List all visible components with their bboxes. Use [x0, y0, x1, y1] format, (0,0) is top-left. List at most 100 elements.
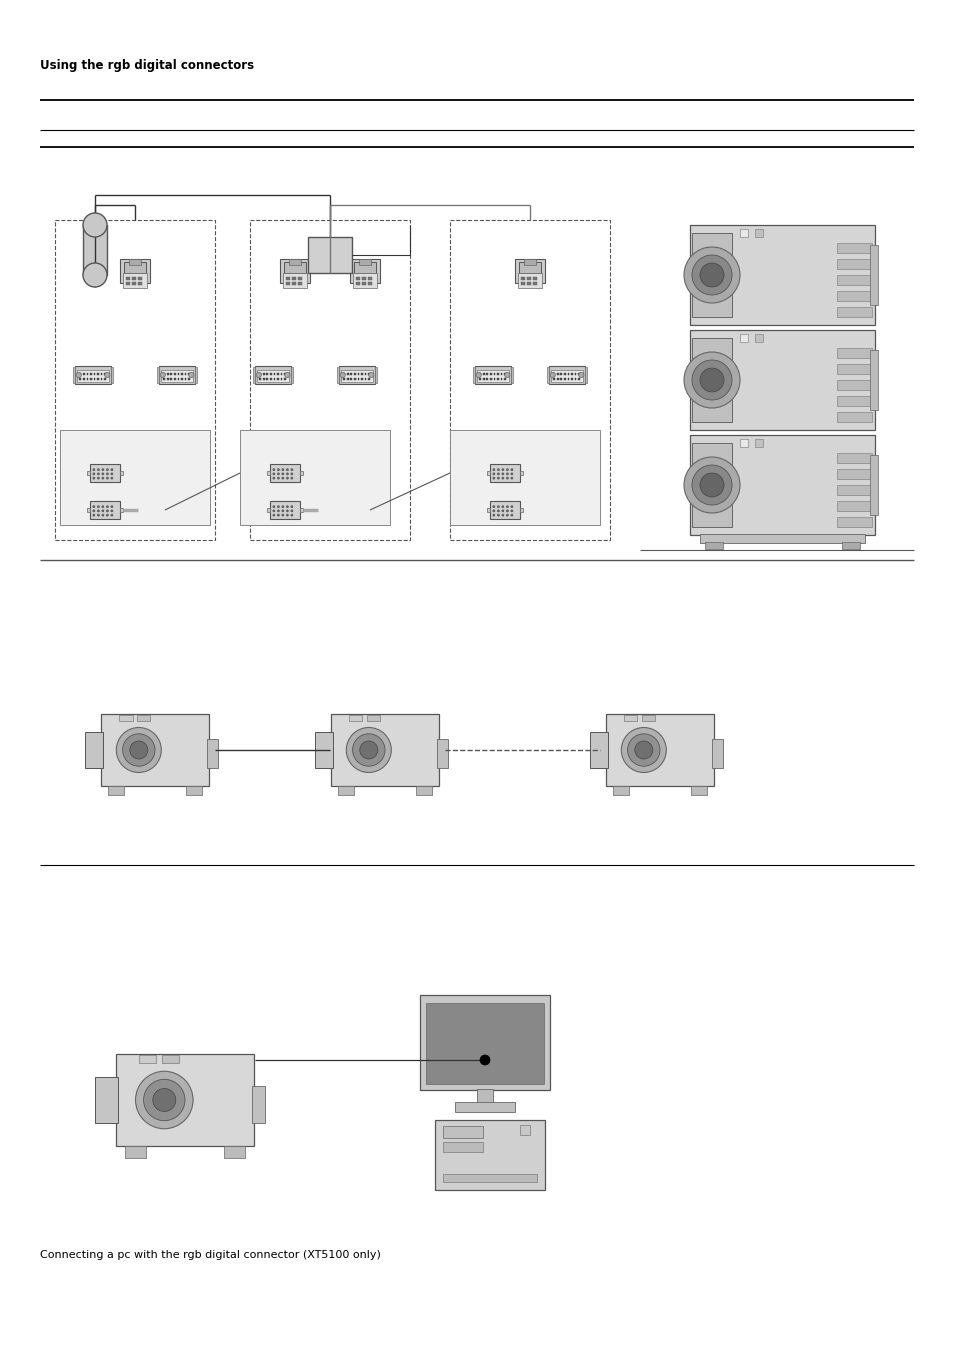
- Bar: [97, 377, 99, 380]
- Bar: [563, 373, 565, 376]
- Bar: [533, 277, 537, 280]
- Bar: [343, 373, 345, 376]
- Bar: [533, 282, 537, 285]
- Bar: [473, 367, 475, 382]
- Bar: [368, 373, 370, 376]
- Bar: [173, 373, 175, 376]
- Circle shape: [493, 505, 495, 508]
- Bar: [584, 367, 586, 382]
- Bar: [476, 1089, 493, 1105]
- Circle shape: [83, 213, 107, 236]
- Bar: [476, 370, 508, 381]
- Circle shape: [291, 505, 293, 508]
- Circle shape: [691, 465, 731, 505]
- Circle shape: [497, 505, 499, 508]
- Bar: [194, 367, 197, 382]
- Circle shape: [97, 473, 99, 476]
- Bar: [93, 373, 95, 376]
- Circle shape: [273, 509, 274, 512]
- Bar: [90, 463, 120, 482]
- Bar: [283, 262, 306, 273]
- Bar: [836, 517, 871, 527]
- Bar: [520, 277, 524, 280]
- Circle shape: [291, 513, 293, 516]
- Circle shape: [501, 509, 503, 512]
- Circle shape: [339, 373, 345, 377]
- Bar: [486, 508, 490, 512]
- Bar: [171, 373, 172, 376]
- Circle shape: [493, 473, 495, 476]
- Bar: [557, 373, 558, 376]
- Bar: [442, 1174, 537, 1182]
- Bar: [77, 370, 109, 381]
- Bar: [119, 715, 132, 721]
- Bar: [700, 534, 864, 543]
- Circle shape: [281, 513, 284, 516]
- Circle shape: [634, 740, 652, 759]
- Bar: [836, 485, 871, 494]
- Bar: [286, 277, 290, 280]
- Circle shape: [497, 473, 499, 476]
- Bar: [442, 1125, 482, 1138]
- Bar: [240, 430, 390, 526]
- Circle shape: [111, 477, 112, 480]
- Bar: [740, 334, 747, 342]
- Circle shape: [111, 505, 112, 508]
- Circle shape: [506, 469, 508, 470]
- Circle shape: [510, 477, 513, 480]
- Circle shape: [497, 477, 499, 480]
- Bar: [188, 377, 190, 380]
- Circle shape: [277, 505, 279, 508]
- Circle shape: [691, 359, 731, 400]
- Circle shape: [700, 367, 723, 392]
- Bar: [517, 273, 541, 288]
- Bar: [297, 277, 301, 280]
- Circle shape: [501, 473, 503, 476]
- Bar: [253, 367, 255, 382]
- Bar: [519, 508, 522, 512]
- Bar: [350, 259, 379, 284]
- Circle shape: [111, 473, 112, 476]
- Circle shape: [92, 509, 95, 512]
- Bar: [173, 377, 175, 380]
- Bar: [55, 220, 214, 540]
- Circle shape: [92, 473, 95, 476]
- Bar: [526, 282, 530, 285]
- Bar: [435, 1120, 544, 1190]
- Bar: [357, 377, 359, 380]
- Bar: [482, 377, 484, 380]
- Bar: [93, 377, 95, 380]
- Bar: [83, 226, 107, 276]
- Circle shape: [683, 353, 740, 408]
- Circle shape: [111, 513, 112, 516]
- Bar: [79, 377, 81, 380]
- Bar: [338, 786, 354, 794]
- Bar: [126, 277, 130, 280]
- Bar: [188, 373, 190, 376]
- Bar: [490, 463, 519, 482]
- Circle shape: [273, 473, 274, 476]
- Bar: [252, 1086, 265, 1123]
- Bar: [691, 443, 731, 527]
- Bar: [361, 377, 362, 380]
- Bar: [436, 739, 448, 767]
- Circle shape: [111, 469, 112, 470]
- Bar: [553, 377, 555, 380]
- Bar: [578, 377, 579, 380]
- Circle shape: [106, 477, 109, 480]
- Bar: [95, 1077, 118, 1123]
- Circle shape: [291, 473, 293, 476]
- Bar: [72, 367, 75, 382]
- Bar: [266, 377, 268, 380]
- Bar: [869, 350, 877, 409]
- Bar: [553, 373, 555, 376]
- Bar: [560, 377, 561, 380]
- Bar: [308, 236, 352, 273]
- Bar: [364, 373, 366, 376]
- Circle shape: [501, 469, 503, 470]
- Bar: [510, 367, 513, 382]
- Circle shape: [281, 473, 284, 476]
- Bar: [167, 377, 169, 380]
- Bar: [185, 377, 186, 380]
- Bar: [138, 277, 142, 280]
